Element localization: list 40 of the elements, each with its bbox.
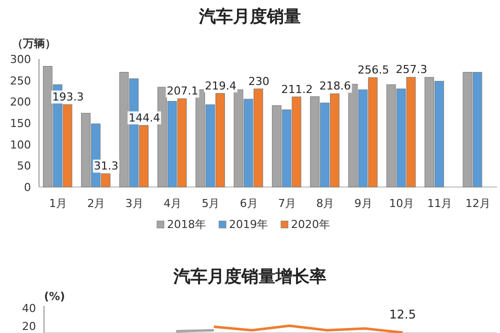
chart-title: 汽车月度销量 — [198, 7, 301, 27]
data-label: 12.5 — [389, 308, 416, 322]
data-label: 219.4 — [204, 79, 236, 92]
x-tick-label: 6月 — [240, 197, 258, 210]
chart-title: 汽车月度销量增长率 — [172, 267, 326, 287]
y-tick-label: 100 — [10, 138, 31, 152]
x-tick-label: 2月 — [87, 197, 106, 210]
y-tick-label: 150 — [10, 117, 31, 130]
y-tick-label: 300 — [10, 53, 31, 66]
y-tick-label: 50 — [17, 160, 31, 173]
x-tick-label: 7月 — [278, 197, 296, 210]
data-label: 218.6 — [319, 80, 351, 93]
y-tick-label: 250 — [10, 74, 31, 88]
y-tick-label: 20 — [22, 320, 36, 333]
data-label: 31.3 — [94, 160, 118, 173]
x-tick-label: 11月 — [427, 197, 452, 210]
x-tick-label: 8月 — [316, 197, 334, 210]
legend-label: 2018年 — [167, 218, 206, 231]
data-label: 193.3 — [52, 90, 84, 104]
x-tick-label: 12月 — [465, 197, 490, 210]
y-axis-title: (%) — [44, 290, 66, 303]
x-tick-label: 5月 — [202, 197, 220, 210]
line-series — [212, 324, 404, 333]
data-label: 256.5 — [358, 64, 390, 77]
legend-label: 2019年 — [229, 218, 268, 231]
x-tick-label: 9月 — [354, 197, 372, 210]
y-tick-label: 40 — [22, 302, 36, 315]
data-label: 211.2 — [281, 82, 313, 96]
data-label: 230 — [248, 74, 270, 88]
y-tick-label: 0 — [24, 181, 31, 194]
data-label: 144.4 — [128, 111, 160, 124]
x-tick-label: 1月 — [49, 197, 68, 210]
x-tick-label: 3月 — [125, 197, 144, 210]
data-label: 207.1 — [166, 84, 198, 98]
data-label: 257.3 — [396, 63, 428, 76]
legend-label: 2020年 — [291, 218, 330, 231]
x-tick-label: 4月 — [164, 197, 182, 210]
x-tick-label: 10月 — [389, 197, 414, 210]
y-tick-label: 200 — [10, 96, 31, 109]
y-axis-title: （万辆） — [12, 37, 56, 50]
